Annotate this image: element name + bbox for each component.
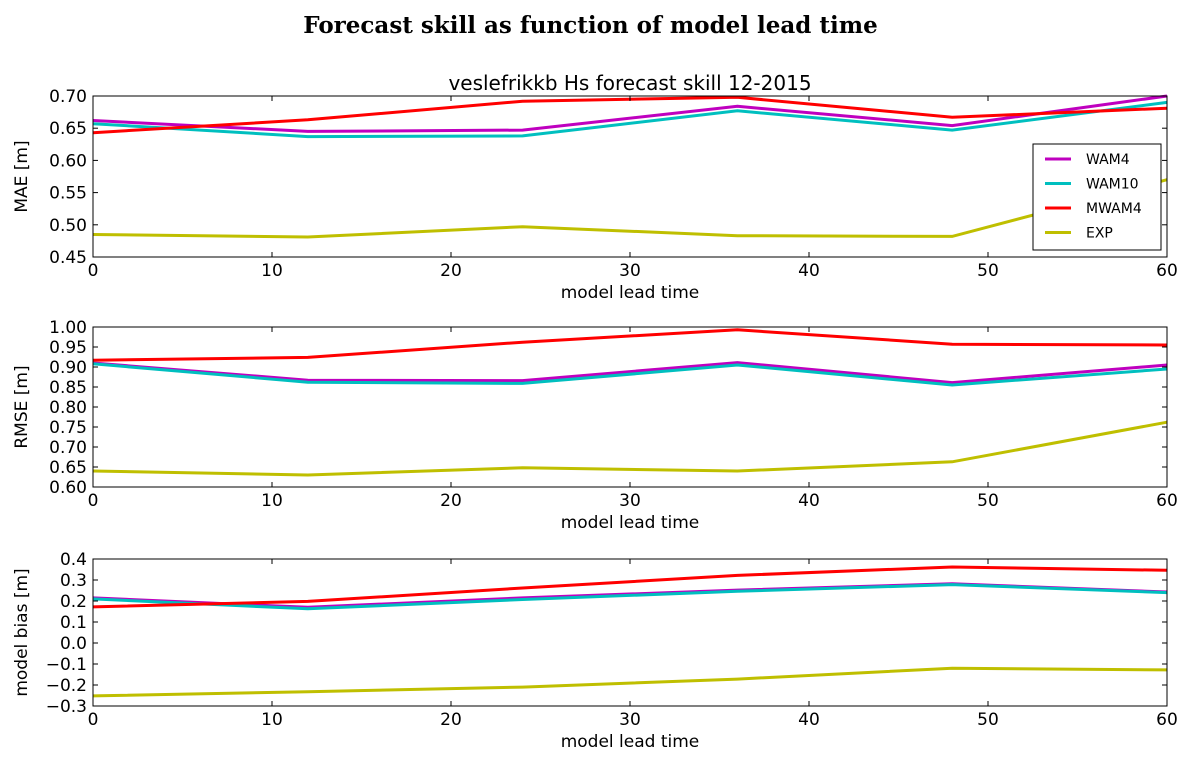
- y-axis-label: RMSE [m]: [12, 365, 32, 448]
- x-tick-label: 40: [798, 261, 820, 281]
- series-line-series-1: [92, 361, 1168, 385]
- x-tick-label: 20: [440, 261, 462, 281]
- y-tick-label: −0.1: [46, 655, 87, 675]
- subplot-3: 0 10 20 30 40 50 60 −0.3−0.2−0.10.00.10.20.30.4…: [12, 550, 1178, 752]
- x-tick-label: 30: [619, 710, 641, 730]
- y-tick-label: 0.95: [49, 338, 87, 358]
- y-tick-label: 0.90: [49, 358, 87, 378]
- y-tick-label: 1.00: [49, 318, 87, 338]
- x-tick-label: 50: [977, 261, 999, 281]
- x-tick-label: 40: [798, 710, 820, 730]
- y-tick-label: −0.2: [46, 676, 87, 696]
- x-tick-label: 50: [977, 710, 999, 730]
- legend-label: MWAM4: [1086, 201, 1142, 217]
- y-tick-label: 0.65: [49, 458, 87, 478]
- x-axis-label: model lead time: [561, 513, 700, 533]
- plot-frame: [92, 326, 1168, 488]
- y-tick-label: 0.65: [49, 119, 87, 139]
- y-axis-label: MAE [m]: [12, 140, 32, 212]
- series-line-series-4: [92, 420, 1168, 477]
- x-tick-label: 20: [440, 710, 462, 730]
- y-tick-label: 0.70: [49, 87, 87, 107]
- plot-frame: [92, 95, 1168, 258]
- x-axis-label: model lead time: [561, 732, 700, 752]
- series-line-series-3: [92, 565, 1168, 609]
- y-tick-label: 0.4: [60, 550, 87, 570]
- x-tick-label: 30: [619, 261, 641, 281]
- y-tick-label: 0.3: [60, 571, 87, 591]
- series-line-exp: [92, 178, 1168, 239]
- y-tick-label: 0.55: [49, 184, 87, 204]
- legend-label: WAM10: [1086, 177, 1139, 193]
- series-line-series-4: [92, 666, 1168, 698]
- y-tick-label: 0.2: [60, 592, 87, 612]
- y-tick-label: 0.75: [49, 418, 87, 438]
- x-tick-label: 0: [88, 710, 99, 730]
- page-title: Forecast skill as function of model lead…: [303, 12, 878, 39]
- legend-label: WAM4: [1086, 152, 1130, 168]
- subplot-2: 0 10 20 30 40 50 600.600.650.700.750.800.850.9…: [12, 318, 1178, 533]
- x-tick-label: 0: [88, 491, 99, 511]
- x-tick-label: 0: [88, 261, 99, 281]
- y-tick-label: 0.60: [49, 151, 87, 171]
- y-tick-label: 0.70: [49, 438, 87, 458]
- legend: WAM4 WAM10 MWAM4 EXP: [1032, 143, 1162, 251]
- y-tick-label: −0.3: [46, 697, 87, 717]
- y-tick-label: 0.1: [60, 613, 87, 633]
- subplot-title: veslefrikkb Hs forecast skill 12-2015: [448, 71, 811, 95]
- x-tick-label: 10: [261, 491, 283, 511]
- y-tick-label: 0.0: [60, 634, 87, 654]
- y-tick-label: 0.45: [49, 248, 87, 268]
- y-tick-label: 0.85: [49, 378, 87, 398]
- y-axis-label: model bias [m]: [12, 568, 32, 696]
- subplot-1: 0 10 20 30 40 50 60 0.45 0.50 0.55 0.60 0.65 0.70 mod…: [12, 71, 1178, 303]
- x-tick-label: 10: [261, 261, 283, 281]
- legend-label: EXP: [1086, 226, 1113, 242]
- y-tick-label: 0.80: [49, 398, 87, 418]
- y-tick-label: 0.50: [49, 216, 87, 236]
- series-line-series-3: [92, 328, 1168, 362]
- x-tick-label: 40: [798, 491, 820, 511]
- y-tick-label: 0.60: [49, 478, 87, 498]
- x-tick-label: 60: [1156, 710, 1178, 730]
- x-tick-label: 60: [1156, 261, 1178, 281]
- series-line-wam10: [92, 100, 1168, 139]
- x-tick-label: 10: [261, 710, 283, 730]
- series-line-series-2: [92, 583, 1168, 611]
- series-line-series-2: [92, 362, 1168, 387]
- series-line-wam4: [92, 94, 1168, 133]
- x-tick-label: 30: [619, 491, 641, 511]
- x-tick-label: 20: [440, 491, 462, 511]
- x-axis-label: model lead time: [561, 283, 700, 303]
- x-tick-label: 60: [1156, 491, 1178, 511]
- x-tick-label: 50: [977, 491, 999, 511]
